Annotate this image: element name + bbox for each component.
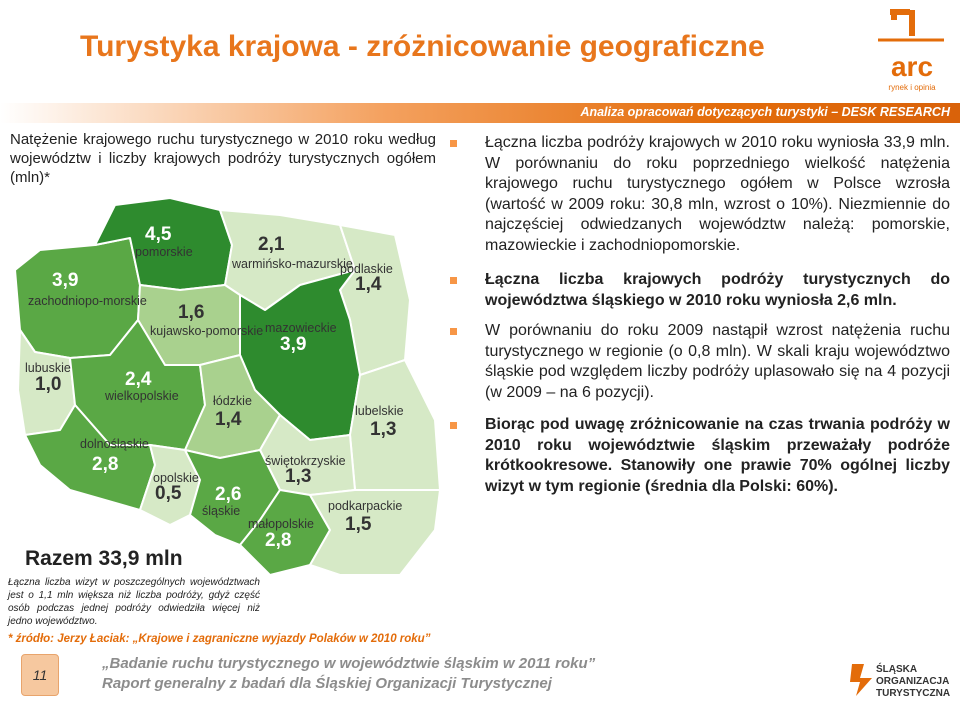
label-podkarpackie: podkarpackie	[328, 499, 402, 513]
bullet-list: Łączna liczba podróży krajowych w 2010 r…	[450, 133, 950, 497]
bullet-square-icon	[450, 422, 457, 429]
bullet-square-icon	[450, 328, 457, 335]
value-zachodniopomorskie: 3,9	[52, 270, 78, 291]
bullet-text: Łączna liczba krajowych podróży turystyc…	[485, 271, 950, 309]
label-malopolskie: małopolskie	[248, 517, 314, 531]
label-lubelskie: lubelskie	[355, 404, 404, 418]
label-wielkopolskie: wielkopolskie	[104, 389, 179, 403]
bullet-square-icon	[450, 277, 457, 284]
bullet-text: Biorąc pod uwagę zróżnicowanie na czas t…	[485, 416, 950, 495]
label-lubuskie: lubuskie	[25, 361, 71, 375]
label-slaskie: śląskie	[202, 504, 240, 518]
value-pomorskie: 4,5	[145, 224, 172, 245]
arc-logo: arc rynek i opinia	[878, 9, 944, 92]
page-number-box: 11	[21, 654, 59, 696]
source-citation: * źródło: Jerzy Łaciak: „Krajowe i zagra…	[8, 633, 431, 645]
footer-line1: „Badanie ruchu turystycznego w województ…	[102, 655, 596, 672]
bullet-text: W porównaniu do roku 2009 nastąpił wzros…	[485, 322, 950, 401]
footnote-visits: Łączna liczba wizyt w poszczególnych woj…	[8, 577, 260, 627]
label-opolskie: opolskie	[153, 471, 199, 485]
header-band: Analiza opracowań dotyczących turystyki …	[0, 103, 960, 123]
footer-line2: Raport generalny z badań dla Śląskiej Or…	[102, 675, 552, 692]
label-zachodniopomorskie: zachodniopo-morskie	[28, 294, 147, 308]
region-podkarpackie	[309, 489, 441, 576]
chart-title: Natężenie krajowego ruchu turystycznego …	[10, 131, 436, 186]
value-dolnoslaskie: 2,8	[92, 454, 118, 475]
value-mazowieckie: 3,9	[280, 334, 306, 355]
value-podlaskie: 1,4	[355, 274, 382, 295]
label-swietokrzyskie: świętokrzyskie	[265, 454, 346, 468]
header-band-text: Analiza opracowań dotyczących turystyki …	[580, 105, 950, 119]
bullet-item: Łączna liczba krajowych podróży turystyc…	[450, 270, 950, 311]
value-slaskie: 2,6	[215, 484, 241, 505]
value-swietokrzyskie: 1,3	[285, 466, 311, 487]
slaska-organizacja-logo: ŚLĄSKA ORGANIZACJA TURYSTYCZNA	[850, 662, 950, 699]
value-lubuskie: 1,0	[35, 374, 61, 395]
value-opolskie: 0,5	[155, 483, 182, 504]
value-podkarpackie: 1,5	[345, 514, 372, 535]
report-footer: „Badanie ruchu turystycznego w województ…	[102, 654, 595, 694]
page-title: Turystyka krajowa - zróżnicowanie geogra…	[80, 30, 765, 63]
label-dolnoslaskie: dolnośląskie	[80, 437, 149, 451]
org-logo-line3: TURYSTYCZNA	[876, 688, 950, 699]
bullet-item: W porównaniu do roku 2009 nastąpił wzros…	[450, 321, 950, 403]
label-podlaskie: podlaskie	[340, 262, 393, 276]
value-lodzkie: 1,4	[215, 409, 242, 430]
bullet-text: Łączna liczba podróży krajowych w 2010 r…	[485, 134, 950, 254]
label-kujawsko-pomorskie: kujawsko-pomorskie	[150, 324, 263, 338]
label-mazowieckie: mazowieckie	[265, 321, 337, 335]
org-logo-line2: ORGANIZACJA	[876, 676, 949, 687]
label-pomorskie: pomorskie	[135, 245, 193, 259]
arc-logo-text: arc	[891, 51, 933, 82]
total-label: Razem 33,9 mln	[25, 547, 183, 570]
value-kujawsko-pomorskie: 1,6	[178, 302, 204, 323]
page-number: 11	[32, 667, 48, 683]
value-lubelskie: 1,3	[370, 419, 396, 440]
label-warminsko-mazurskie: warmińsko-mazurskie	[231, 257, 353, 271]
value-malopolskie: 2,8	[265, 530, 291, 551]
value-wielkopolskie: 2,4	[125, 369, 152, 390]
arc-logo-tagline: rynek i opinia	[888, 83, 936, 92]
bullet-item: Łączna liczba podróży krajowych w 2010 r…	[450, 133, 950, 256]
org-logo-line1: ŚLĄSKA	[876, 662, 917, 675]
bullet-square-icon	[450, 140, 457, 147]
label-lodzkie: łódzkie	[213, 394, 252, 408]
poland-map: 4,5 pomorskie 3,9 zachodniopo-morskie 2,…	[14, 197, 441, 576]
value-warminsko-mazurskie: 2,1	[258, 234, 285, 255]
bullet-item: Biorąc pod uwagę zróżnicowanie na czas t…	[450, 415, 950, 497]
